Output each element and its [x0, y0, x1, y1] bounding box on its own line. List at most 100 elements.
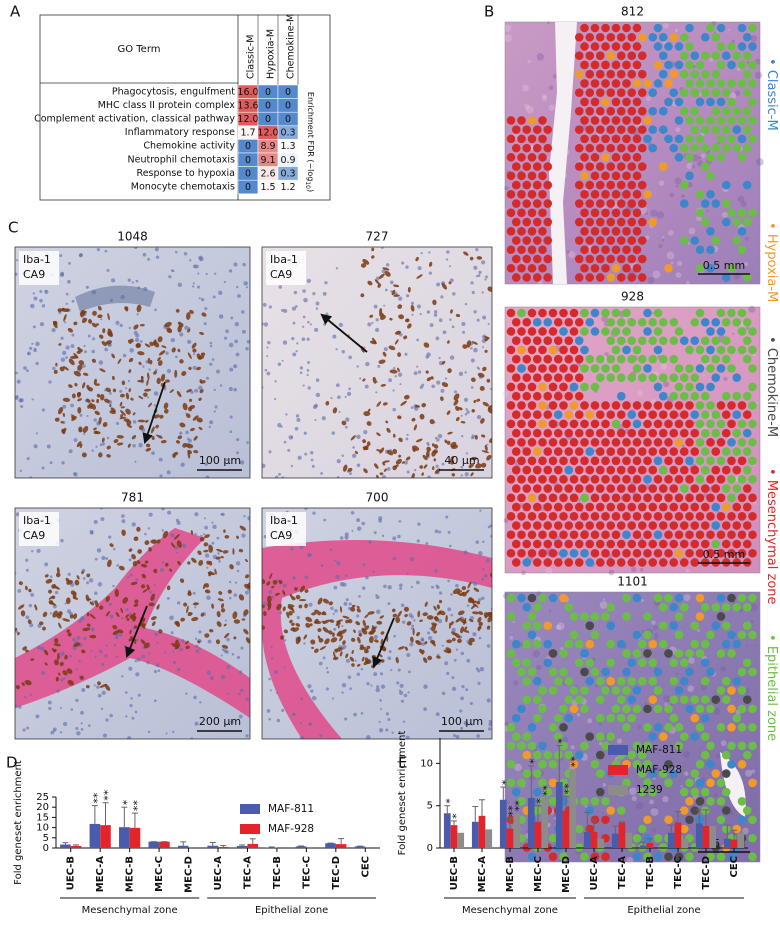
iba1-cell [80, 309, 86, 318]
spot [732, 824, 742, 834]
iba1-cell [336, 619, 344, 623]
iba1-cell [389, 369, 398, 374]
tissue-texture [616, 738, 623, 744]
nucleus [228, 342, 234, 348]
iba1-cell [77, 406, 82, 414]
nucleus [320, 472, 324, 475]
iba1-cell [81, 649, 86, 654]
nucleus [423, 684, 428, 689]
iba1-cell [295, 623, 301, 627]
nucleus [465, 688, 469, 692]
nucleus [375, 391, 378, 394]
nucleus [100, 517, 105, 522]
spot [627, 106, 637, 116]
spot [700, 676, 710, 686]
iba1-cell [156, 539, 161, 544]
iba1-cell [126, 423, 132, 428]
spot [643, 79, 652, 88]
spot [559, 649, 568, 658]
x-tick-label: MEC-B [505, 856, 516, 892]
nucleus [39, 290, 43, 294]
nucleus [165, 351, 169, 355]
nucleus [93, 519, 98, 524]
nucleus [179, 647, 183, 652]
nucleus [47, 700, 52, 705]
nucleus [397, 668, 401, 672]
nucleus [476, 733, 481, 738]
iba1-cell [28, 588, 32, 593]
spot [553, 558, 563, 567]
nucleus [320, 564, 324, 567]
nucleus [160, 508, 166, 511]
spot [574, 639, 584, 649]
spot [658, 843, 668, 852]
tissue-texture [744, 236, 749, 241]
spot [727, 401, 736, 410]
spot [706, 263, 715, 273]
tissue-texture [658, 244, 663, 249]
scale-bar-label: 40 µm [444, 454, 479, 467]
error-bar [131, 812, 138, 828]
spot [580, 667, 589, 677]
iba1-cell [171, 347, 176, 353]
nucleus [445, 258, 449, 261]
error-bar [591, 819, 597, 832]
spot [511, 713, 521, 723]
nucleus [239, 460, 245, 465]
spot [532, 769, 542, 778]
iba1-cell [76, 575, 80, 580]
nucleus [236, 655, 241, 660]
nucleus [437, 433, 443, 439]
spot [538, 593, 547, 603]
spot [580, 741, 589, 751]
nucleus [33, 296, 38, 301]
tissue-texture [681, 444, 685, 448]
spot [721, 787, 731, 797]
spot [632, 23, 642, 33]
spot [548, 686, 558, 695]
nucleus [218, 314, 224, 319]
spot [711, 32, 721, 42]
spot [590, 79, 600, 88]
spot [706, 79, 715, 88]
nucleus [73, 438, 78, 443]
iba1-cell [115, 611, 120, 618]
iba1-cell [150, 593, 156, 601]
ihc-content [262, 508, 492, 739]
spot [548, 778, 558, 788]
spot [637, 521, 647, 530]
spot [679, 806, 689, 815]
iba1-cell [42, 611, 48, 618]
tissue-texture [728, 28, 731, 32]
spot [664, 493, 673, 503]
nucleus [410, 301, 415, 305]
spot [559, 493, 568, 503]
spot [506, 153, 516, 162]
nucleus [229, 367, 234, 372]
spot [580, 456, 589, 466]
iba1-cell [441, 282, 448, 290]
bar [129, 827, 141, 848]
nucleus [385, 288, 388, 292]
iba1-cell [394, 330, 402, 335]
nucleus [49, 461, 53, 465]
y-tick-label: 0 [43, 843, 49, 854]
iba1-cell [44, 662, 48, 666]
iba1-cell [193, 450, 199, 454]
spot [532, 273, 542, 282]
nucleus [137, 286, 141, 290]
spot [695, 704, 705, 714]
x-tick-label: MEC-A [95, 856, 106, 893]
iba1-cell [397, 304, 403, 309]
spot [727, 649, 736, 658]
spot [548, 760, 558, 769]
iba1-cell [337, 632, 343, 637]
spot [716, 530, 726, 540]
tissue-texture [631, 566, 637, 573]
nucleus [41, 304, 46, 308]
spot [585, 558, 595, 567]
spot [532, 410, 542, 419]
iba1-cell [174, 534, 180, 540]
nucleus [52, 604, 57, 609]
spot [690, 502, 700, 512]
